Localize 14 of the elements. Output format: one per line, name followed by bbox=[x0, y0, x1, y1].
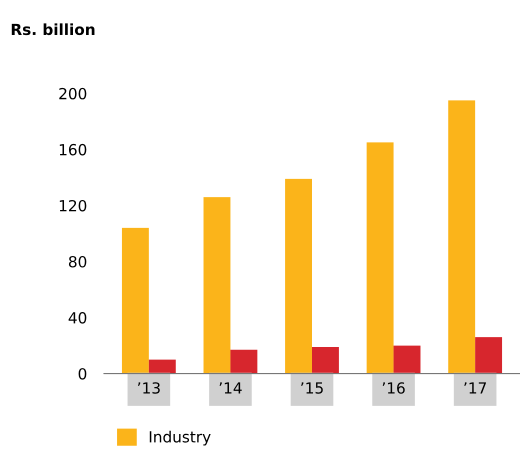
y-tick-label: 120 bbox=[60, 200, 86, 212]
x-tick-label: ’16 bbox=[382, 382, 405, 394]
y-tick-label: 40 bbox=[68, 312, 86, 324]
y-tick-label: 80 bbox=[68, 256, 86, 268]
y-tick-label: 160 bbox=[60, 144, 86, 156]
y-tick-label: 0 bbox=[78, 368, 86, 380]
x-tick-label: ’17 bbox=[464, 382, 486, 394]
legend-label: Industry bbox=[150, 430, 211, 446]
bar bbox=[148, 360, 176, 374]
x-tick-label: ’13 bbox=[138, 382, 160, 394]
y-tick-label: 200 bbox=[59, 88, 86, 100]
x-tick-label: ’15 bbox=[301, 382, 323, 394]
y-axis-title: Rs. billion bbox=[12, 23, 94, 36]
x-tick-label: ’14 bbox=[220, 382, 242, 394]
